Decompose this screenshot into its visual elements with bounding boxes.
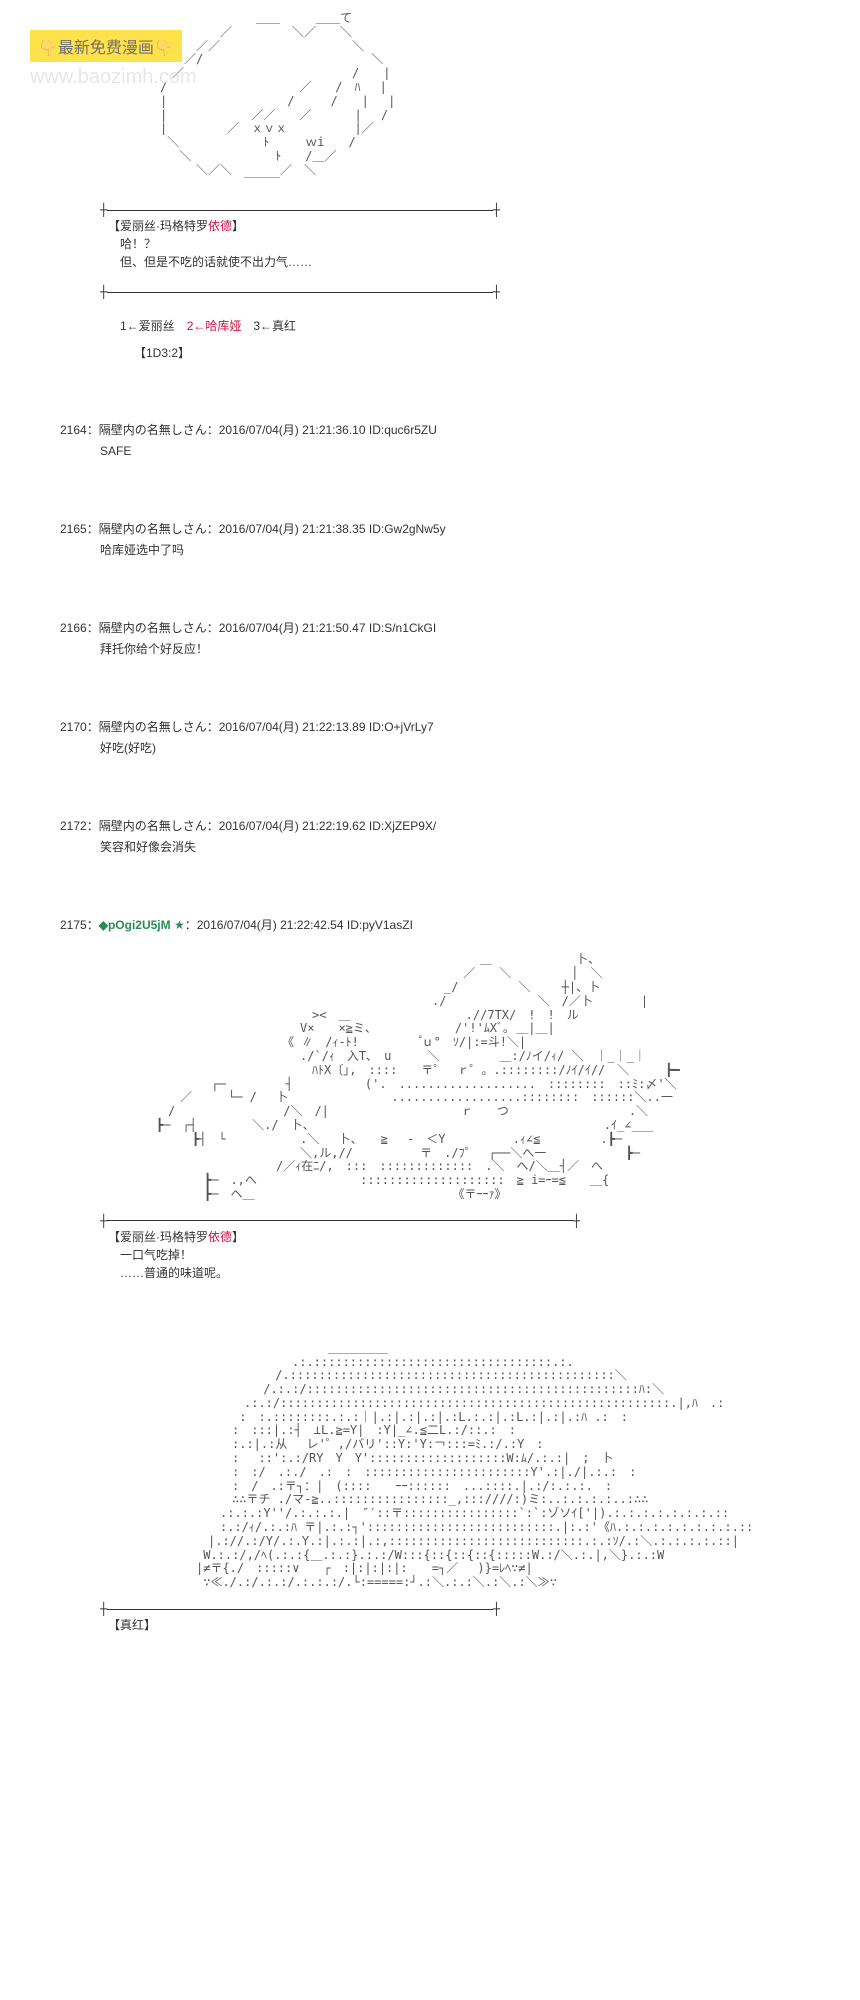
choice-3: 3←真红 xyxy=(241,319,296,333)
character-name-prefix: 【爱丽丝·玛格特罗 xyxy=(108,1230,208,1244)
ascii-art-3: ＿＿＿＿＿ .:.:::::::::::::::::::::::::::::::… xyxy=(100,1342,860,1590)
forum-post-author: 2175：◆pOgi2U5jM ★：2016/07/04(月) 21:22:42… xyxy=(60,916,860,933)
divider-plus: ┼ xyxy=(493,203,500,217)
character-name-prefix: 【爱丽丝·玛格特罗 xyxy=(108,219,208,233)
post-body: SAFE xyxy=(100,442,860,460)
choice-line: 1←爱丽丝 2←哈库娅 3←真红 xyxy=(120,317,860,334)
dice-result: 【1D3:2】 xyxy=(128,344,860,361)
dialogue-line: 但、但是不吃的话就使不出力气…… xyxy=(108,255,312,269)
character-name-highlight: 依德 xyxy=(208,219,232,233)
post-body: 哈库娅选中了吗 xyxy=(100,541,860,559)
post-id: ID:XjZEP9X/ xyxy=(369,819,436,833)
post-number: 2166 xyxy=(60,621,87,635)
post-number: 2165 xyxy=(60,522,87,536)
ascii-art-1: ＿＿ ＿＿て ／ ＼／ ＼ ／／ ＼ ／/ ＼ ／ / | / ／ / ﾊ | … xyxy=(100,12,860,191)
post-tripcode: ◆pOgi2U5jM xyxy=(99,918,171,932)
caption-block-1: 【爱丽丝·玛格特罗依德】 哈！？ 但、但是不吃的话就使不出力气…… xyxy=(108,217,860,271)
character-name-highlight: 依德 xyxy=(208,1230,232,1244)
forum-post: 2172：隔壁内の名無しさん：2016/07/04(月) 21:22:19.62… xyxy=(60,817,860,856)
post-id: ID:S/n1CkGI xyxy=(369,621,436,635)
post-datetime: 2016/07/04(月) 21:22:42.54 xyxy=(197,918,344,932)
content-area: ＿＿ ＿＿て ／ ＼／ ＼ ／／ ＼ ／/ ＼ ／ / | / ／ / ﾊ | … xyxy=(60,12,860,1634)
post-header: 2165：隔壁内の名無しさん：2016/07/04(月) 21:21:38.35… xyxy=(60,522,446,536)
caption-block-3: 【真红】 xyxy=(108,1616,860,1634)
forum-post: 2166：隔壁内の名無しさん：2016/07/04(月) 21:21:50.47… xyxy=(60,619,860,658)
post-body: 拜托你给个好反应！ xyxy=(100,640,860,658)
dialogue-line: ……普通的味道呢。 xyxy=(108,1266,228,1280)
dialogue-line: 一口气吃掉！ xyxy=(108,1248,192,1262)
post-datetime: 2016/07/04(月) 21:21:38.35 xyxy=(219,522,366,536)
forum-post: 2170：隔壁内の名無しさん：2016/07/04(月) 21:22:13.89… xyxy=(60,718,860,757)
post-number: 2172 xyxy=(60,819,87,833)
post-username: 隔壁内の名無しさん xyxy=(99,720,207,734)
forum-post: 2164：隔壁内の名無しさん：2016/07/04(月) 21:21:36.10… xyxy=(60,421,860,460)
post-body: 好吃(好吃) xyxy=(100,739,860,757)
character-name-suffix: 】 xyxy=(232,1230,244,1244)
post-datetime: 2016/07/04(月) 21:22:13.89 xyxy=(219,720,366,734)
choice-1: 1←爱丽丝 xyxy=(120,319,187,333)
post-header: 2164：隔壁内の名無しさん：2016/07/04(月) 21:21:36.10… xyxy=(60,423,437,437)
star-icon: ★ xyxy=(174,918,185,932)
post-number: 2170 xyxy=(60,720,87,734)
post-datetime: 2016/07/04(月) 21:21:36.10 xyxy=(219,423,366,437)
post-datetime: 2016/07/04(月) 21:22:19.62 xyxy=(219,819,366,833)
post-header: 2170：隔壁内の名無しさん：2016/07/04(月) 21:22:13.89… xyxy=(60,720,434,734)
divider: ┼ ┼ xyxy=(100,1214,580,1228)
post-id: ID:pyV1asZI xyxy=(347,918,413,932)
ascii-art-2: ＿ 卜、 ／ ＼ │ ＼ _/ ＼ ┼|、卜 ./ ＼ /／卜 | >< ＿ .… xyxy=(120,953,860,1201)
post-header: 2175：◆pOgi2U5jM ★：2016/07/04(月) 21:22:42… xyxy=(60,918,413,932)
watermark-url: www.baozimh.com xyxy=(30,66,197,89)
divider: ┼ ┼ xyxy=(100,285,500,299)
forum-post: 2165：隔壁内の名無しさん：2016/07/04(月) 21:21:38.35… xyxy=(60,520,860,559)
post-number: 2164 xyxy=(60,423,87,437)
post-username: 隔壁内の名無しさん xyxy=(99,819,207,833)
post-id: ID:Gw2gNw5y xyxy=(369,522,446,536)
character-name: 【真红】 xyxy=(108,1618,156,1632)
divider-plus: ┼ xyxy=(100,203,107,217)
post-username: 隔壁内の名無しさん xyxy=(99,621,207,635)
post-body: 笑容和好像会消失 xyxy=(100,838,860,856)
post-header: 2172：隔壁内の名無しさん：2016/07/04(月) 21:22:19.62… xyxy=(60,819,436,833)
post-header: 2166：隔壁内の名無しさん：2016/07/04(月) 21:21:50.47… xyxy=(60,621,436,635)
post-username: 隔壁内の名無しさん xyxy=(99,522,207,536)
watermark: 👇最新免费漫画👇 www.baozimh.com xyxy=(30,30,197,89)
divider: ┼ ┼ xyxy=(100,1602,500,1616)
divider: ┼ ┼ xyxy=(100,203,500,217)
dialogue-line: 哈！？ xyxy=(108,237,156,251)
character-name-suffix: 】 xyxy=(232,219,244,233)
watermark-badge: 👇最新免费漫画👇 xyxy=(30,30,182,62)
post-id: ID:quc6r5ZU xyxy=(369,423,437,437)
caption-block-2: 【爱丽丝·玛格特罗依德】 一口气吃掉！ ……普通的味道呢。 xyxy=(108,1228,860,1282)
post-id: ID:O+jVrLy7 xyxy=(369,720,434,734)
post-datetime: 2016/07/04(月) 21:21:50.47 xyxy=(219,621,366,635)
post-number: 2175 xyxy=(60,918,87,932)
post-username: 隔壁内の名無しさん xyxy=(99,423,207,437)
choice-2: 2←哈库娅 xyxy=(187,319,242,333)
